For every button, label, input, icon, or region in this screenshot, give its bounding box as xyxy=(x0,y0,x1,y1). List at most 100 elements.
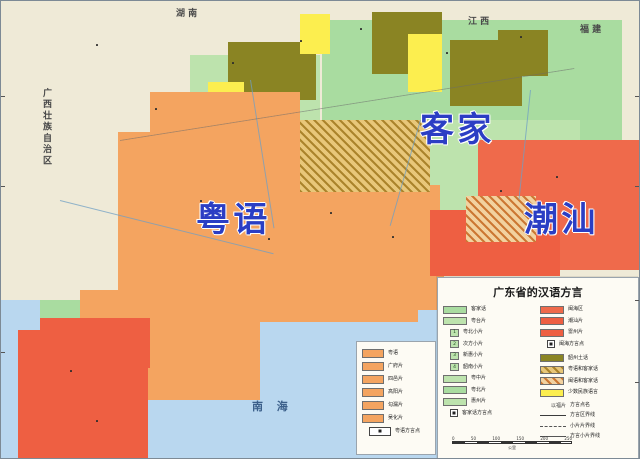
swatch-yue xyxy=(362,348,384,358)
province-char: 壮 xyxy=(41,110,51,122)
legend-item-tuhua[interactable]: 韶州土话 xyxy=(540,354,633,363)
legend-item-huizhou[interactable]: 惠州片 xyxy=(443,397,536,406)
legend-label: 客家话方言点 xyxy=(462,409,493,416)
swatch-min-dialect-point xyxy=(547,340,555,348)
land-guangxi xyxy=(0,0,130,250)
graticule-tick xyxy=(0,352,5,353)
legend-label: 广府片 xyxy=(388,362,404,369)
legend-item[interactable]: 四邑片 xyxy=(362,374,431,384)
legend-item-hakka-point[interactable]: 客家话方言点 xyxy=(443,409,536,418)
place-dot xyxy=(330,212,332,214)
legend-item-yue-hakka-mix[interactable]: 粤语和客家话 xyxy=(540,365,633,374)
legend-line-region-border[interactable]: 方言区界线 xyxy=(540,412,633,420)
legend-item[interactable]: 广府片 xyxy=(362,361,431,371)
legend-item[interactable]: 勾漏片 xyxy=(362,400,431,410)
swatch-guangfu xyxy=(362,361,384,371)
legend-right-column: 闽海区 潮汕片 雷州片 闽海方言点 韶州土话 xyxy=(540,305,633,443)
swatch-yuezhong xyxy=(443,374,467,383)
legend-label: 客家话 xyxy=(471,306,487,312)
legend-label: 雷州片 xyxy=(568,329,584,335)
legend-label: 闽海方言点 xyxy=(559,340,585,347)
province-char: 建 xyxy=(592,25,605,35)
legend-label: 粤北小片 xyxy=(463,329,484,335)
province-char: 湖 xyxy=(176,9,189,19)
legend-item-xinhui-sub[interactable]: 3 新惠小片 xyxy=(443,351,536,360)
scale-tick: 150 xyxy=(516,436,524,441)
swatch-yuebei xyxy=(443,386,467,394)
place-dot xyxy=(232,62,234,64)
legend-item[interactable]: 高阳片 xyxy=(362,387,431,397)
legend-label: 方言区界线 xyxy=(570,412,596,418)
legend-item[interactable]: 粤语 xyxy=(362,348,431,358)
legend-label: 四邑片 xyxy=(388,375,404,382)
legend-item-minhai[interactable]: 闽海区 xyxy=(540,305,633,314)
legend-label: 少数民族语言 xyxy=(568,389,599,395)
legend-line-subregion-border[interactable]: 小片片界线 xyxy=(540,422,633,430)
legend-label: 粤北片 xyxy=(471,386,487,393)
province-char: 区 xyxy=(41,155,51,167)
graticule-tick xyxy=(0,96,5,97)
swatch-sub-3: 3 xyxy=(450,351,459,360)
province-char: 族 xyxy=(41,121,51,133)
place-dot xyxy=(520,36,522,38)
swatch-chaoshan xyxy=(540,317,564,325)
legend-item-cifang-sub[interactable]: 2 次方小片 xyxy=(443,340,536,349)
scale-tick-labels: 0 50 100 150 200 250 xyxy=(452,436,572,441)
legend-title: 广东省的汉语方言 xyxy=(493,286,583,299)
swatch-yue-dialect-point xyxy=(369,426,391,436)
legend-label: 新惠小片 xyxy=(463,352,484,358)
legend-item-yuezhong[interactable]: 粤中片 xyxy=(443,374,536,383)
legend-item-yuebei-sub[interactable]: 1 粤北小片 xyxy=(443,328,536,337)
swatch-hakka-dialect-point xyxy=(450,409,458,417)
legend-label: 勾漏片 xyxy=(388,401,404,408)
sub-number: 1 xyxy=(453,330,456,335)
legend-item-chaoshan[interactable]: 潮汕片 xyxy=(540,317,633,326)
place-dot xyxy=(446,52,448,54)
legend-label: 次方小片 xyxy=(463,340,484,347)
legend-label: 粤语 xyxy=(388,349,399,356)
legend-item[interactable]: 吴化片 xyxy=(362,413,431,423)
place-dot xyxy=(96,44,98,46)
place-dot xyxy=(360,28,362,30)
legend-item-min-point[interactable]: 闽海方言点 xyxy=(540,340,633,349)
legend-item-yuetai[interactable]: 粤台片 xyxy=(443,317,536,326)
line-dashed-icon xyxy=(540,425,566,427)
legend-line-dialect-name[interactable]: 以福片 方言点名 xyxy=(540,401,633,409)
scale-tick: 250 xyxy=(564,436,572,441)
legend-line-subpian-border[interactable]: 方言小片界线 xyxy=(540,433,633,441)
legend-item-minority[interactable]: 少数民族语言 xyxy=(540,388,633,397)
legend-yue-panel[interactable]: 粤语 广府片 四邑片 高阳片 勾漏片 吴化片 xyxy=(356,341,436,455)
region-minority-3 xyxy=(408,34,442,92)
legend-label: 粤中片 xyxy=(471,375,487,381)
legend-item-leizhou[interactable]: 雷州片 xyxy=(540,328,633,337)
province-char: 福 xyxy=(580,25,593,35)
sea-label: 南 海 xyxy=(252,400,293,413)
swatch-sub-1: 1 xyxy=(450,328,459,337)
legend-label: 方言小片界线 xyxy=(570,433,601,439)
province-label-fujian: 福建 xyxy=(580,22,604,35)
legend-label: 韶州土话 xyxy=(568,354,589,361)
line-solid-icon xyxy=(540,415,566,416)
scale-line xyxy=(452,441,572,444)
region-min-hakka-transition xyxy=(466,196,536,242)
legend-label: 闽海区 xyxy=(568,306,584,312)
legend-item[interactable]: 粤语方言点 xyxy=(362,426,431,436)
province-char: 治 xyxy=(41,144,51,156)
province-label-jiangxi: 江西 xyxy=(468,14,492,27)
legend-item-shaonan-sub[interactable]: 4 韶南小片 xyxy=(443,363,536,372)
legend-item-yuebei[interactable]: 粤北片 xyxy=(443,386,536,395)
swatch-wuhua xyxy=(362,413,384,423)
legend-label: 高阳片 xyxy=(388,388,404,395)
swatch-hakka xyxy=(443,305,467,314)
place-dot xyxy=(155,108,157,110)
legend-item-min-hakka-mix[interactable]: 闽语和客家话 xyxy=(540,377,633,386)
legend-label: 粤语方言点 xyxy=(395,427,421,434)
legend-main-panel[interactable]: 广东省的汉语方言 客家话 粤台片 1 粤北小片 xyxy=(437,277,639,459)
legend-label: 粤语和客家话 xyxy=(568,366,599,372)
legend-item-hakka[interactable]: 客家话 xyxy=(443,305,536,314)
legend-label: 小片片界线 xyxy=(570,422,596,429)
scale-bar: 0 50 100 150 200 250 公里 xyxy=(452,436,572,451)
swatch-gaoyang xyxy=(362,387,384,397)
region-leizhou-north xyxy=(40,318,150,368)
